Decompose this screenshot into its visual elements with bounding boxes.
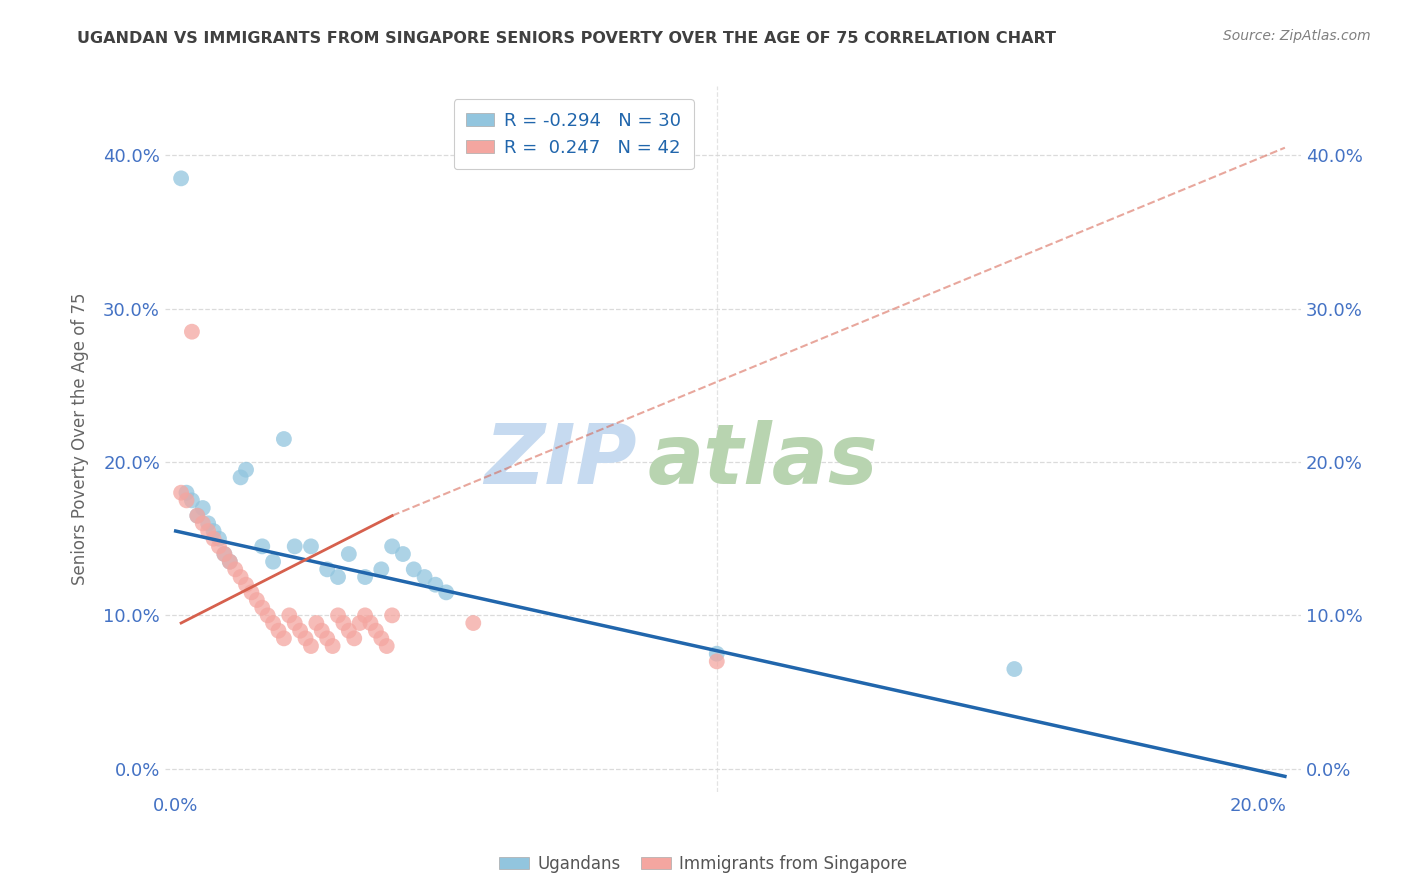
Point	[316, 562, 339, 576]
Point	[186, 508, 208, 523]
Point	[202, 532, 225, 546]
Point	[337, 547, 360, 561]
Point	[181, 493, 204, 508]
Point	[176, 493, 198, 508]
Point	[229, 570, 252, 584]
Point	[326, 608, 349, 623]
Point	[349, 615, 371, 630]
Text: UGANDAN VS IMMIGRANTS FROM SINGAPORE SENIORS POVERTY OVER THE AGE OF 75 CORRELAT: UGANDAN VS IMMIGRANTS FROM SINGAPORE SEN…	[77, 31, 1056, 46]
Point	[354, 608, 377, 623]
Point	[262, 615, 284, 630]
Point	[278, 608, 301, 623]
Point	[218, 555, 240, 569]
Point	[375, 639, 398, 653]
Point	[322, 639, 344, 653]
Point	[294, 632, 316, 646]
Point	[262, 555, 284, 569]
Point	[434, 585, 457, 599]
Point	[311, 624, 333, 638]
Point	[402, 562, 425, 576]
Point	[191, 516, 214, 531]
Point	[170, 171, 193, 186]
Legend: R = -0.294   N = 30, R =  0.247   N = 42: R = -0.294 N = 30, R = 0.247 N = 42	[454, 99, 695, 169]
Point	[170, 485, 193, 500]
Point	[359, 615, 381, 630]
Y-axis label: Seniors Poverty Over the Age of 75: Seniors Poverty Over the Age of 75	[72, 293, 89, 585]
Point	[186, 508, 208, 523]
Text: Source: ZipAtlas.com: Source: ZipAtlas.com	[1223, 29, 1371, 43]
Point	[364, 624, 387, 638]
Point	[235, 577, 257, 591]
Point	[176, 485, 198, 500]
Point	[229, 470, 252, 484]
Point	[288, 624, 311, 638]
Point	[343, 632, 366, 646]
Point	[197, 516, 219, 531]
Point	[218, 555, 240, 569]
Point	[197, 524, 219, 538]
Point	[381, 540, 404, 554]
Point	[706, 647, 728, 661]
Point	[316, 632, 339, 646]
Point	[284, 615, 307, 630]
Point	[235, 463, 257, 477]
Point	[252, 600, 274, 615]
Point	[337, 624, 360, 638]
Point	[370, 632, 392, 646]
Point	[214, 547, 236, 561]
Point	[425, 577, 447, 591]
Point	[252, 540, 274, 554]
Point	[706, 654, 728, 668]
Point	[208, 540, 231, 554]
Point	[284, 540, 307, 554]
Point	[413, 570, 436, 584]
Point	[354, 570, 377, 584]
Point	[305, 615, 328, 630]
Point	[191, 501, 214, 516]
Point	[256, 608, 278, 623]
Point	[246, 593, 269, 607]
Text: ZIP: ZIP	[484, 420, 637, 500]
Point	[463, 615, 485, 630]
Point	[370, 562, 392, 576]
Point	[299, 540, 322, 554]
Point	[392, 547, 415, 561]
Text: atlas: atlas	[648, 420, 879, 500]
Point	[381, 608, 404, 623]
Point	[214, 547, 236, 561]
Point	[273, 432, 295, 446]
Point	[1002, 662, 1025, 676]
Point	[202, 524, 225, 538]
Point	[181, 325, 204, 339]
Point	[332, 615, 354, 630]
Point	[267, 624, 290, 638]
Point	[240, 585, 263, 599]
Point	[224, 562, 246, 576]
Point	[326, 570, 349, 584]
Point	[299, 639, 322, 653]
Legend: Ugandans, Immigrants from Singapore: Ugandans, Immigrants from Singapore	[492, 848, 914, 880]
Point	[273, 632, 295, 646]
Point	[208, 532, 231, 546]
